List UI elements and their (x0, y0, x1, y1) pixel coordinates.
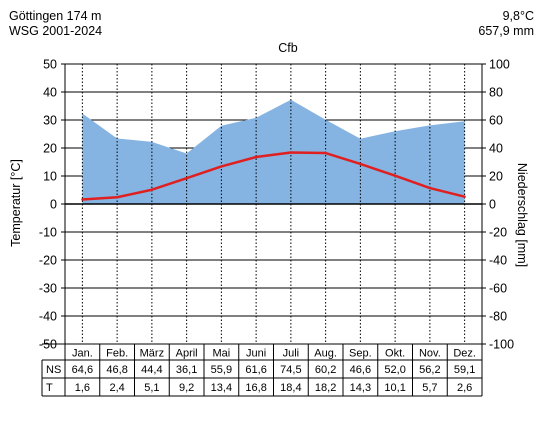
precipitation-value: 52,0 (384, 364, 405, 376)
right-tick-label: -60 (489, 282, 507, 296)
precipitation-value: 44,4 (141, 364, 162, 376)
right-tick-label: 80 (489, 86, 503, 100)
month-label: Dez. (453, 348, 476, 360)
temperature-point-8 (359, 163, 361, 165)
temperature-point-11 (463, 196, 465, 198)
precipitation-value: 59,1 (454, 364, 475, 376)
precipitation-value: 74,5 (280, 364, 301, 376)
temperature-point-2 (151, 189, 153, 191)
temperature-point-6 (290, 151, 292, 153)
station-name: Göttingen 174 m (9, 9, 101, 23)
temperature-point-4 (220, 165, 222, 167)
month-label: Juli (283, 348, 300, 360)
precipitation-value: 55,9 (211, 364, 232, 376)
month-label: April (176, 348, 198, 360)
right-tick-label: -100 (489, 338, 514, 352)
temperature-value: 2,4 (109, 382, 124, 394)
period-label: WSG 2001-2024 (9, 24, 102, 38)
temperature-value: 18,2 (315, 382, 336, 394)
row-label-precipitation: NS (46, 364, 61, 376)
temperature-value: 10,1 (384, 382, 405, 394)
precipitation-value: 64,6 (72, 364, 93, 376)
left-tick-label: -30 (39, 282, 57, 296)
temperature-point-0 (81, 198, 83, 200)
precipitation-value: 56,2 (419, 364, 440, 376)
temperature-value: 5,7 (422, 382, 437, 394)
temperature-value: 16,8 (245, 382, 266, 394)
left-tick-label: -10 (39, 226, 57, 240)
month-label: Jan. (72, 348, 93, 360)
annual-precipitation: 657,9 mm (478, 24, 534, 38)
temperature-point-9 (394, 175, 396, 177)
right-tick-label: 100 (489, 58, 510, 72)
left-tick-label: 40 (43, 86, 57, 100)
temperature-value: 13,4 (211, 382, 232, 394)
right-tick-label: -80 (489, 310, 507, 324)
right-tick-label: -40 (489, 254, 507, 268)
precipitation-value: 46,8 (106, 364, 127, 376)
temperature-value: 18,4 (280, 382, 301, 394)
month-label: Aug. (314, 348, 337, 360)
temperature-point-3 (185, 177, 187, 179)
left-tick-label: 0 (50, 198, 57, 212)
left-tick-label: 50 (43, 58, 57, 72)
left-tick-label: 10 (43, 170, 57, 184)
climate-classification: Cfb (278, 41, 298, 55)
temperature-value: 2,6 (457, 382, 472, 394)
temperature-value: 9,2 (179, 382, 194, 394)
left-tick-label: -20 (39, 254, 57, 268)
month-label: Mai (213, 348, 231, 360)
right-tick-label: 20 (489, 170, 503, 184)
right-axis-label: Niederschlag [mm] (515, 163, 529, 267)
temperature-value: 5,1 (144, 382, 159, 394)
row-label-temperature: T (46, 382, 53, 394)
precipitation-value: 60,2 (315, 364, 336, 376)
mean-temperature: 9,8°C (503, 9, 534, 23)
right-tick-label: 60 (489, 114, 503, 128)
precipitation-value: 61,6 (245, 364, 266, 376)
month-label: Okt. (385, 348, 405, 360)
temperature-point-7 (324, 152, 326, 154)
month-label: Juni (246, 348, 266, 360)
right-tick-label: 0 (489, 198, 496, 212)
left-tick-label: -40 (39, 310, 57, 324)
month-label: Nov. (419, 348, 441, 360)
left-tick-label: 20 (43, 142, 57, 156)
precipitation-value: 36,1 (176, 364, 197, 376)
temperature-point-10 (429, 187, 431, 189)
right-tick-label: -20 (489, 226, 507, 240)
temperature-point-5 (255, 156, 257, 158)
left-axis-label: Temperatur [°C] (9, 159, 23, 247)
temperature-value: 1,6 (75, 382, 90, 394)
right-tick-label: 40 (489, 142, 503, 156)
month-label: März (140, 348, 164, 360)
temperature-point-1 (116, 196, 118, 198)
precipitation-value: 46,6 (350, 364, 371, 376)
month-label: Sep. (349, 348, 372, 360)
temperature-value: 14,3 (350, 382, 371, 394)
month-label: Feb. (106, 348, 128, 360)
left-tick-label: 30 (43, 114, 57, 128)
